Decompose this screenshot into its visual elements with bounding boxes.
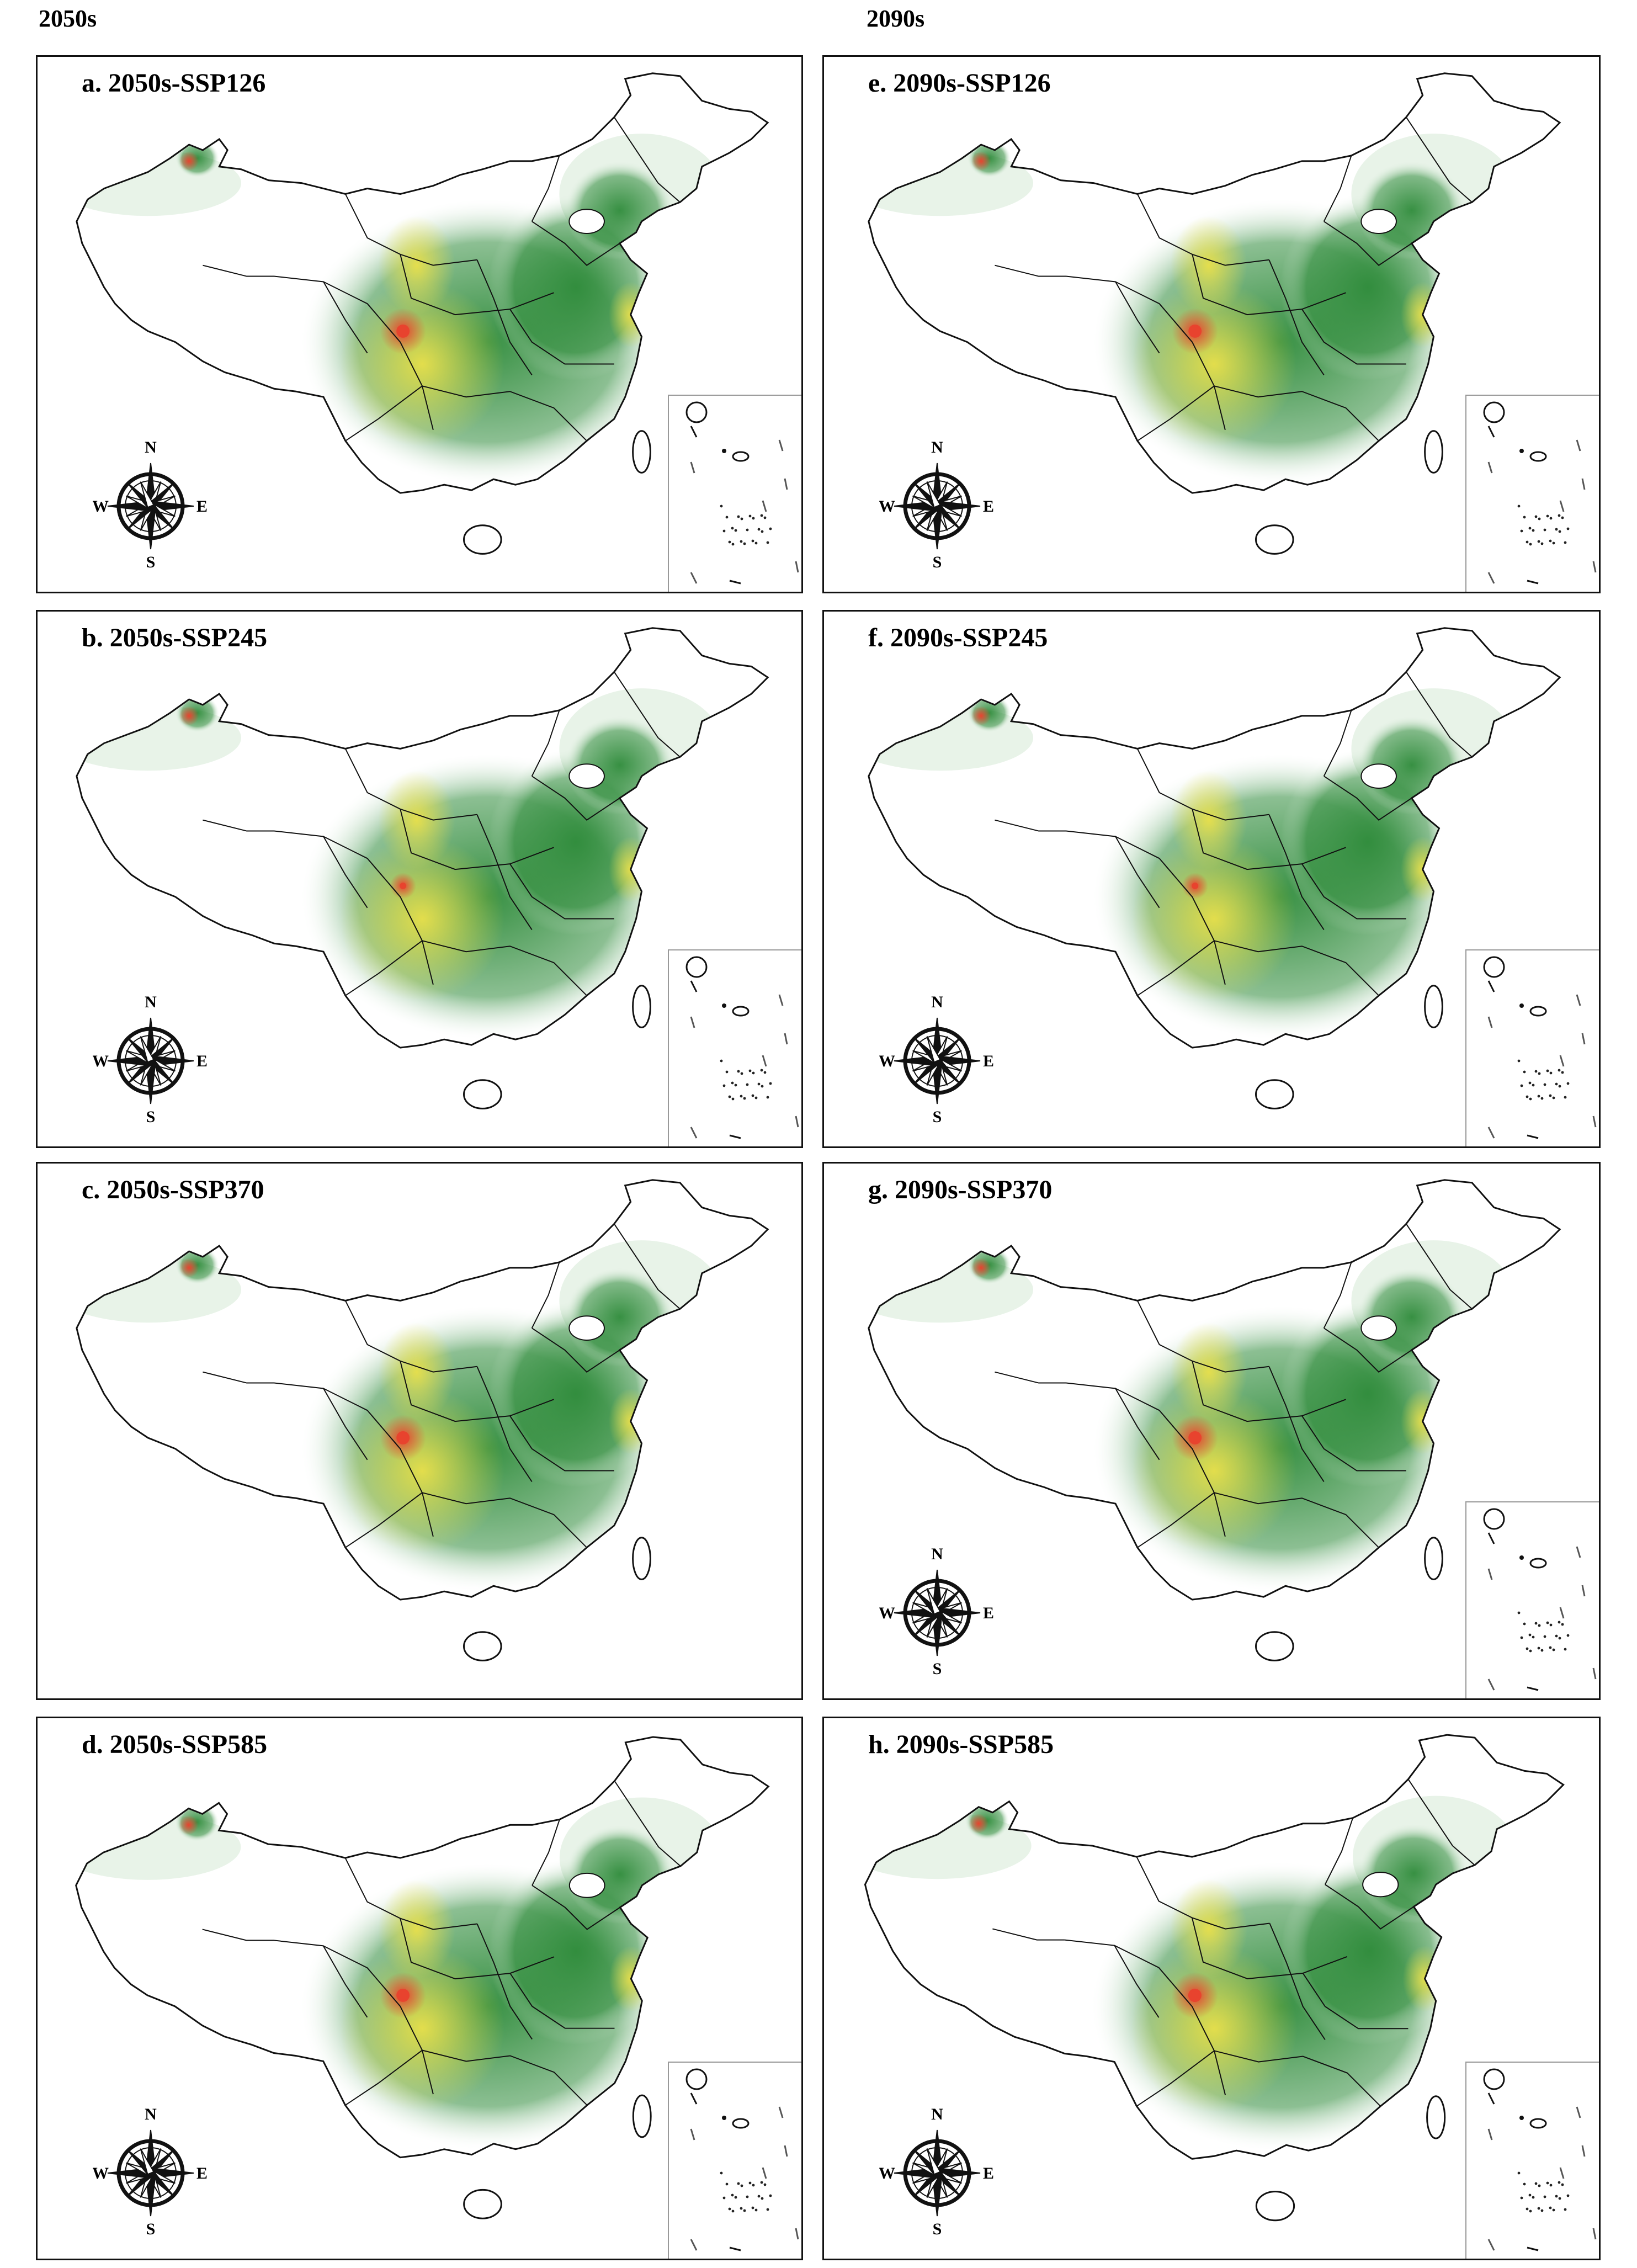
compass-rose-icon: N S W E: [92, 992, 209, 1126]
compass-label-w: W: [879, 1604, 895, 1622]
map-panel-g: g. 2090s-SSP370 N S W E: [822, 1162, 1601, 1700]
compass-label-w: W: [93, 2164, 109, 2182]
compass-label-w: W: [879, 2164, 895, 2182]
compass-label-e: E: [196, 497, 208, 516]
compass-label-w: W: [93, 497, 109, 516]
compass-label-s: S: [933, 1660, 942, 1676]
compass-label-s: S: [933, 2220, 942, 2237]
south-china-sea-inset: [668, 949, 801, 1146]
compass-label-s: S: [146, 2220, 156, 2237]
panel-title: g. 2090s-SSP370: [868, 1175, 1053, 1204]
china-map: [76, 1179, 769, 1661]
china-map: [868, 1179, 1561, 1661]
compass-label-n: N: [931, 2105, 943, 2123]
compass-label-s: S: [146, 553, 156, 570]
china-map: [76, 627, 769, 1109]
compass-label-n: N: [931, 993, 943, 1011]
compass-label-n: N: [145, 993, 157, 1011]
compass-label-w: W: [879, 497, 895, 516]
compass-label-e: E: [196, 1052, 208, 1070]
compass-rose-icon: N S W E: [879, 992, 995, 1126]
compass-label-e: E: [983, 497, 994, 516]
compass-rose-icon: N S W E: [879, 1544, 995, 1678]
compass-rose-icon: N S W E: [92, 437, 209, 571]
south-china-sea-inset: [1465, 395, 1599, 592]
map-panel-e: e. 2090s-SSP126 N S W E: [822, 55, 1601, 593]
south-china-sea-inset: [1465, 2062, 1599, 2259]
panel-title: a. 2050s-SSP126: [82, 68, 266, 98]
compass-rose-icon: N S W E: [92, 2104, 209, 2238]
panel-title: f. 2090s-SSP245: [868, 623, 1048, 652]
china-map: [868, 627, 1561, 1109]
panel-title: b. 2050s-SSP245: [82, 623, 268, 652]
compass-label-n: N: [931, 438, 943, 456]
map-panel-b: b. 2050s-SSP245 N S W E: [36, 610, 803, 1148]
panel-title: e. 2090s-SSP126: [868, 68, 1051, 98]
compass-label-w: W: [879, 1052, 895, 1070]
compass-label-s: S: [146, 1108, 156, 1124]
south-china-sea-inset: [1465, 1501, 1599, 1698]
map-panel-f: f. 2090s-SSP245 N S W E: [822, 610, 1601, 1148]
compass-label-e: E: [983, 2164, 994, 2182]
compass-label-w: W: [93, 1052, 109, 1070]
china-map: [76, 72, 769, 555]
compass-label-n: N: [145, 438, 157, 456]
compass-label-s: S: [933, 1108, 942, 1124]
compass-label-n: N: [145, 2105, 157, 2123]
compass-label-e: E: [196, 2164, 208, 2182]
china-map: [864, 1734, 1565, 2222]
panel-title: h. 2090s-SSP585: [868, 1730, 1054, 1759]
china-map: [75, 1736, 770, 2219]
compass-label-e: E: [983, 1052, 994, 1070]
map-panel-a: a. 2050s-SSP126 N S W E: [36, 55, 803, 593]
compass-label-e: E: [983, 1604, 994, 1622]
compass-rose-icon: N S W E: [879, 2104, 995, 2238]
compass-rose-icon: N S W E: [879, 437, 995, 571]
south-china-sea-inset: [668, 395, 801, 592]
column-header-2090s: 2090s: [867, 5, 925, 32]
compass-label-n: N: [931, 1545, 943, 1563]
compass-label-s: S: [933, 553, 942, 570]
column-header-2050s: 2050s: [39, 5, 97, 32]
panel-title: c. 2050s-SSP370: [82, 1175, 264, 1204]
panel-title: d. 2050s-SSP585: [82, 1730, 268, 1759]
map-panel-d: d. 2050s-SSP585 N S W E: [36, 1717, 803, 2260]
south-china-sea-inset: [1465, 949, 1599, 1146]
south-china-sea-inset: [668, 2062, 801, 2259]
china-map: [868, 72, 1561, 555]
map-panel-h: h. 2090s-SSP585 N S W E: [822, 1717, 1601, 2260]
